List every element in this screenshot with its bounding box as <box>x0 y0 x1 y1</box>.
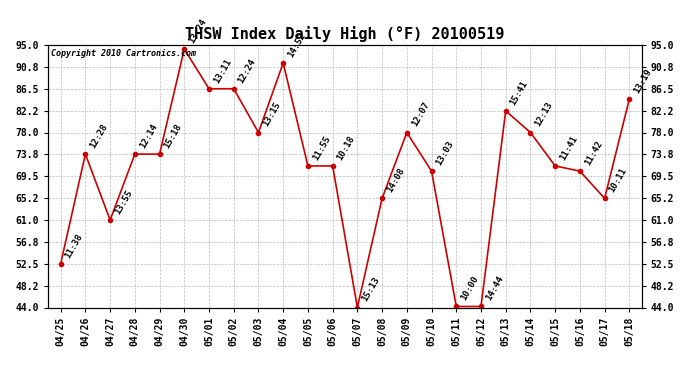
Title: THSW Index Daily High (°F) 20100519: THSW Index Daily High (°F) 20100519 <box>186 27 504 42</box>
Text: 14:44: 14:44 <box>484 274 505 302</box>
Text: 13:03: 13:03 <box>434 139 455 167</box>
Text: 15:13: 15:13 <box>360 276 382 303</box>
Text: 10:18: 10:18 <box>335 134 357 162</box>
Text: 13:11: 13:11 <box>212 57 233 85</box>
Text: 12:14: 12:14 <box>137 122 159 150</box>
Text: 12:07: 12:07 <box>410 100 431 128</box>
Text: Copyright 2010 Cartronics.com: Copyright 2010 Cartronics.com <box>51 49 196 58</box>
Text: 11:55: 11:55 <box>310 134 332 162</box>
Text: 12:28: 12:28 <box>88 122 110 150</box>
Text: 10:11: 10:11 <box>607 166 629 194</box>
Text: 10:00: 10:00 <box>459 274 480 302</box>
Text: 13:24: 13:24 <box>187 17 208 45</box>
Text: 13:19: 13:19 <box>632 67 653 95</box>
Text: 11:42: 11:42 <box>582 139 604 167</box>
Text: 12:24: 12:24 <box>237 57 258 85</box>
Text: 14:52: 14:52 <box>286 31 307 59</box>
Text: 12:13: 12:13 <box>533 100 555 128</box>
Text: 15:18: 15:18 <box>162 122 184 150</box>
Text: 15:41: 15:41 <box>509 79 530 107</box>
Text: 11:41: 11:41 <box>558 134 579 162</box>
Text: 11:38: 11:38 <box>63 232 85 260</box>
Text: 13:55: 13:55 <box>113 188 134 216</box>
Text: 14:08: 14:08 <box>385 166 406 194</box>
Text: 13:15: 13:15 <box>262 100 282 128</box>
